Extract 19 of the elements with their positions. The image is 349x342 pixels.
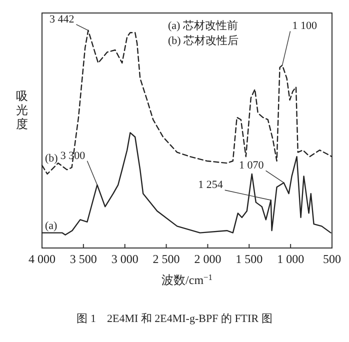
x-tick-label: 1 500 [236, 252, 263, 266]
annotation: 1 254 [198, 179, 224, 192]
x-tick-label: 1 000 [277, 252, 304, 266]
x-tick-label: 500 [323, 252, 341, 266]
annotation: 3 442 [49, 13, 74, 26]
annotation: (b) 芯材改性后 [168, 34, 239, 47]
x-tick-label: 4 000 [28, 252, 56, 266]
caption: 图 1 2E4MI 和 2E4MI-g-BPF 的 FTIR 图 [76, 312, 272, 325]
series-label: (a) [45, 220, 58, 232]
series-label: (b) [45, 152, 58, 164]
annotation: 1 100 [292, 20, 318, 32]
x-tick-label: 2 500 [152, 252, 180, 266]
x-tick-label: 3 500 [70, 252, 97, 266]
x-tick-label: 2 000 [194, 252, 222, 266]
x-tick-label: 3 000 [111, 252, 138, 266]
y-axis-title: 吸光度 [16, 89, 28, 131]
x-axis-title: 波数/cm$^{−1}$ [162, 272, 212, 287]
annotation: (a) 芯材改性前 [168, 19, 238, 32]
annotation: 1 070 [239, 160, 264, 172]
